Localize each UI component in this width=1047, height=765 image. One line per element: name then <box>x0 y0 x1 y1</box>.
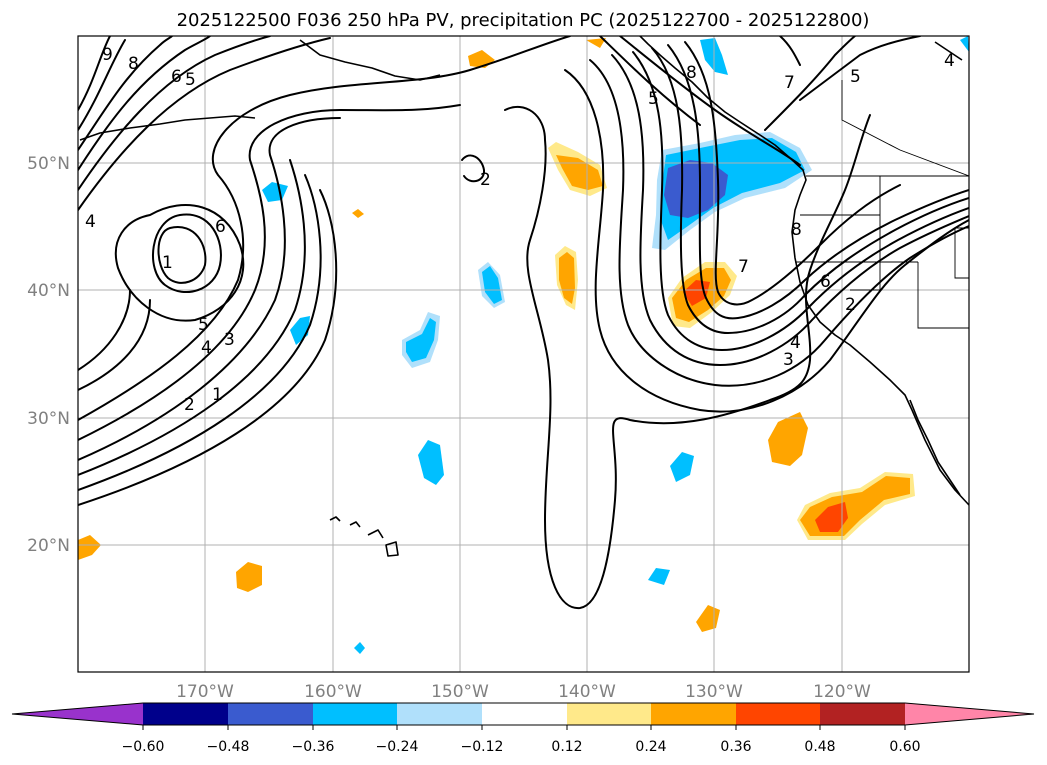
lon-label: 170°W <box>176 682 234 702</box>
longitude-labels: 170°W 160°W 150°W 140°W 130°W 120°W <box>176 682 871 702</box>
precip-neg-small-6 <box>670 452 694 482</box>
precip-pos-region-b-core <box>815 502 848 532</box>
precip-pos-small-9 <box>586 38 606 48</box>
contour-label: 7 <box>784 73 795 93</box>
colorbar-bin <box>482 703 567 725</box>
contour-label: 4 <box>790 333 801 353</box>
precip-pos-small-8 <box>352 209 364 218</box>
contour-label: 2 <box>184 395 195 415</box>
colorbar-bin <box>736 703 820 725</box>
contour-label: 5 <box>648 89 659 109</box>
contour-label: 5 <box>850 67 861 87</box>
colorbar-tick-label: 0.48 <box>804 739 835 755</box>
contour-labels: 9 8 6 5 1 6 5 4 3 2 1 2 4 5 8 7 5 7 8 6 … <box>85 45 955 415</box>
contour-label: 5 <box>185 70 196 90</box>
contour-label: 2 <box>480 170 491 190</box>
contour-label: 6 <box>820 272 831 292</box>
colorbar-bin <box>567 703 651 725</box>
map-panel: 9 8 6 5 1 6 5 4 3 2 1 2 4 5 8 7 5 7 8 6 … <box>77 35 970 673</box>
pv-contours <box>78 36 969 610</box>
colorbar-tick-label: −0.12 <box>461 739 504 755</box>
lon-label: 160°W <box>304 682 362 702</box>
colorbar-tick-label: −0.36 <box>292 739 335 755</box>
colorbar-bin <box>820 703 905 725</box>
contour-label: 3 <box>783 350 794 370</box>
precip-pos-small-1b <box>559 252 575 304</box>
map-frame <box>77 35 970 673</box>
colorbar-tick-label: 0.24 <box>635 739 666 755</box>
lat-label: 50°N <box>27 154 70 174</box>
colorbar-bin <box>228 703 313 725</box>
colorbar-tick-label: 0.60 <box>889 739 920 755</box>
contour-label: 4 <box>944 51 955 71</box>
latitude-labels: 50°N 40°N 30°N 20°N <box>27 154 70 556</box>
contour-label: 7 <box>738 257 749 277</box>
colorbar-bin <box>397 703 482 725</box>
precip-neg-small-9 <box>960 36 969 52</box>
lon-label: 140°W <box>558 682 616 702</box>
precip-neg-small-4 <box>290 316 310 345</box>
colorbar-tick-label: −0.60 <box>122 739 165 755</box>
lat-label: 40°N <box>27 281 70 301</box>
contour-label: 8 <box>791 220 802 240</box>
precip-pos-small-2b <box>556 155 603 190</box>
borders <box>795 80 969 329</box>
contour-label: 6 <box>215 217 226 237</box>
lat-label: 30°N <box>27 409 70 429</box>
colorbar-tick-label: −0.24 <box>376 739 419 755</box>
contour-label: 3 <box>224 330 235 350</box>
precip-pos-small-3 <box>768 412 808 466</box>
contour-label: 1 <box>162 253 173 273</box>
precip-neg-small-7 <box>648 568 670 585</box>
colorbar-bin <box>313 703 397 725</box>
lon-label: 120°W <box>813 682 871 702</box>
precip-neg-small-1b <box>482 266 502 304</box>
colorbar-tick-label: 0.12 <box>551 739 582 755</box>
colorbar-bin <box>651 703 736 725</box>
gridlines <box>78 36 969 672</box>
lat-label: 20°N <box>27 536 70 556</box>
lon-label: 130°W <box>685 682 743 702</box>
precip-pos-small-4 <box>236 562 262 592</box>
colorbar-under-arrow <box>12 703 143 725</box>
contour-label: 9 <box>102 45 113 65</box>
contour-label: 1 <box>212 385 223 405</box>
colorbar-tick-label: −0.48 <box>207 739 250 755</box>
colorbar-over-arrow <box>905 703 1034 725</box>
precip-pos-small-5 <box>78 535 101 560</box>
colorbar-bin <box>143 703 228 725</box>
contour-label: 6 <box>171 67 182 87</box>
contour-label: 2 <box>845 295 856 315</box>
lon-label: 150°W <box>431 682 489 702</box>
colorbar: −0.60 −0.48 −0.36 −0.24 −0.12 0.12 0.24 … <box>11 702 1035 755</box>
contour-label: 8 <box>686 63 697 83</box>
colorbar-tick-label: 0.36 <box>720 739 751 755</box>
contour-label: 8 <box>128 54 139 74</box>
precip-neg-small-3 <box>418 440 444 485</box>
precip-neg-small-2b <box>406 318 436 362</box>
precip-neg-small-8 <box>354 642 365 654</box>
contour-label: 4 <box>85 212 96 232</box>
precip-neg-region-core <box>664 160 728 218</box>
contour-label: 4 <box>201 338 212 358</box>
contour-label: 5 <box>198 315 209 335</box>
map-title: 2025122500 F036 250 hPa PV, precipitatio… <box>177 10 870 31</box>
